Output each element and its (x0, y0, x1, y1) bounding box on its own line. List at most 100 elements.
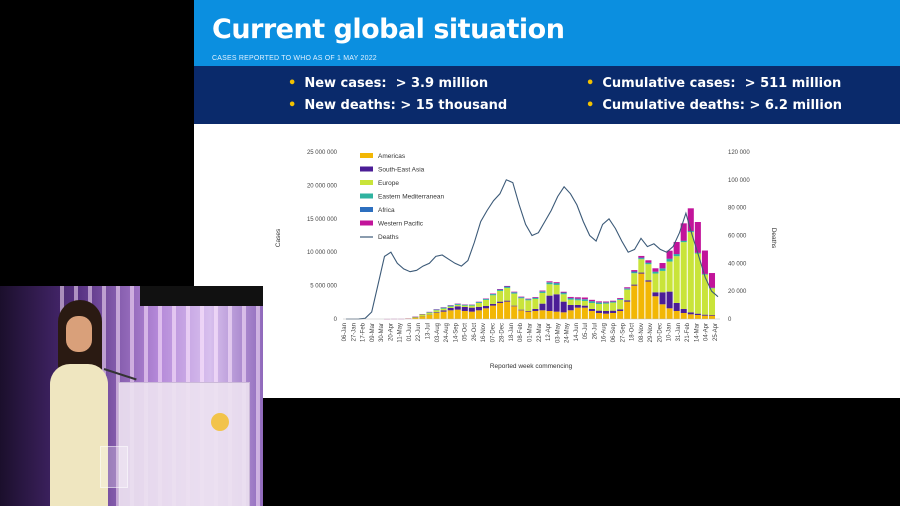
bar-segment (475, 310, 482, 319)
bar-segment (553, 284, 560, 295)
x-tick-label: 04-Apr (704, 323, 710, 341)
bar-segment (581, 307, 588, 319)
bar-segment (652, 273, 659, 293)
y2-tick-label: 60 000 (728, 234, 747, 240)
bar-segment (581, 305, 588, 308)
bar-segment (567, 299, 574, 305)
bar-segment (666, 250, 673, 259)
bar-segment (574, 304, 581, 308)
bar-segment (560, 292, 567, 294)
bar-segment (687, 314, 694, 319)
slide-title: Current global situation (212, 14, 565, 45)
bar-segment (673, 302, 680, 311)
x-tick-label: 18-Oct (630, 323, 636, 341)
bar-segment (419, 316, 426, 319)
podium-logo (153, 391, 213, 401)
bar-segment (673, 254, 680, 257)
bar-segment (701, 314, 708, 316)
bar-segment (680, 312, 687, 319)
bar-segment (532, 310, 539, 319)
bullet-icon: • (288, 98, 297, 113)
bar-segment (497, 301, 504, 303)
legend-label: Deaths (378, 234, 399, 241)
bar-segment (546, 295, 553, 311)
y-tick-label: 0 (334, 317, 338, 323)
bar-segment (440, 311, 447, 319)
bullet-icon: • (586, 76, 595, 91)
bar-segment (595, 303, 603, 311)
legend-label: Western Pacific (378, 221, 424, 228)
bar-segment (433, 312, 440, 319)
bar-segment (694, 253, 701, 314)
x-tick-label: 10-Jan (667, 323, 673, 341)
bar-segment (624, 289, 631, 301)
bar-segment (708, 273, 716, 288)
bar-segment (680, 308, 687, 313)
bar-segment (666, 258, 673, 262)
y2-axis-ticks: 0 20 000 40 000 60 000 80 000 100 000 120 000 (728, 150, 750, 323)
bar-segment (638, 257, 645, 259)
x-tick-label: 24-May (565, 323, 571, 343)
bar-segment (532, 297, 539, 299)
bar-segment (701, 315, 708, 319)
legend-label: Americas (378, 153, 406, 160)
bar-segment (659, 304, 666, 319)
bar-segment (518, 310, 525, 319)
bar-segment (631, 271, 638, 273)
x-tick-label: 05-Oct (463, 323, 469, 341)
bar-segment (553, 311, 560, 319)
x-tick-label: 20-Apr (388, 323, 394, 341)
x-tick-label: 07-Dec (490, 323, 496, 342)
bar-segment (581, 299, 588, 301)
y-tick-label: 25 000 000 (307, 150, 338, 156)
x-tick-label: 22-Jun (416, 323, 422, 341)
x-tick-label: 31-Jan (676, 323, 682, 341)
stacked-bars (384, 208, 716, 320)
y2-tick-label: 20 000 (728, 289, 747, 295)
bar-segment (666, 291, 673, 309)
x-tick-label: 28-Dec (500, 323, 506, 342)
x-tick-label: 01-Mar (528, 323, 534, 342)
bar-segment (588, 302, 595, 309)
bar-segment (687, 232, 694, 313)
bar-segment (504, 286, 511, 288)
bar-segment (546, 310, 553, 319)
x-tick-label: 06-Jan (342, 323, 348, 341)
y2-tick-label: 120 000 (728, 150, 750, 156)
bar-segment (708, 314, 716, 316)
speaker-dress (50, 364, 108, 506)
globe-logo-icon (211, 413, 229, 431)
stat-cumulative-cases: • Cumulative cases: > 511 million (586, 76, 842, 91)
bar-segment (673, 256, 680, 303)
bar-segment (560, 293, 567, 295)
bar-segment (624, 301, 631, 319)
bar-segment (595, 301, 603, 303)
bar-segment (701, 250, 708, 274)
bar-segment (680, 223, 687, 241)
x-tick-label: 26-Jul (592, 323, 598, 339)
x-tick-label: 27-Jan (351, 323, 357, 341)
bar-segment (553, 283, 560, 285)
x-tick-label: 21-Feb (685, 322, 691, 342)
x-tick-label: 11-May (398, 323, 404, 343)
bar-segment (468, 305, 475, 308)
bar-segment (687, 312, 694, 315)
y-tick-label: 10 000 000 (307, 250, 338, 256)
x-axis-ticks: 06-Jan 27-Jan 17-Feb 09-Mar 30-Mar 20-Apr 11-M… (342, 322, 719, 343)
speaker (46, 300, 112, 506)
bar-segment (468, 304, 475, 306)
y-axis-label: Cases (275, 228, 282, 247)
bar-segment (482, 299, 490, 300)
bar-segment (546, 282, 553, 285)
bar-segment (525, 311, 532, 319)
bar-segment (603, 303, 610, 311)
bar-segment (574, 297, 581, 299)
bar-segment (652, 268, 659, 272)
x-tick-label: 22-Mar (537, 323, 543, 342)
bar-segment (546, 281, 553, 283)
bar-segment (560, 294, 567, 302)
bar-segment (433, 310, 440, 313)
legend-label: Eastern Mediterranean (378, 194, 445, 201)
bar-segment (603, 310, 610, 314)
x-tick-label: 26-Oct (472, 323, 478, 341)
